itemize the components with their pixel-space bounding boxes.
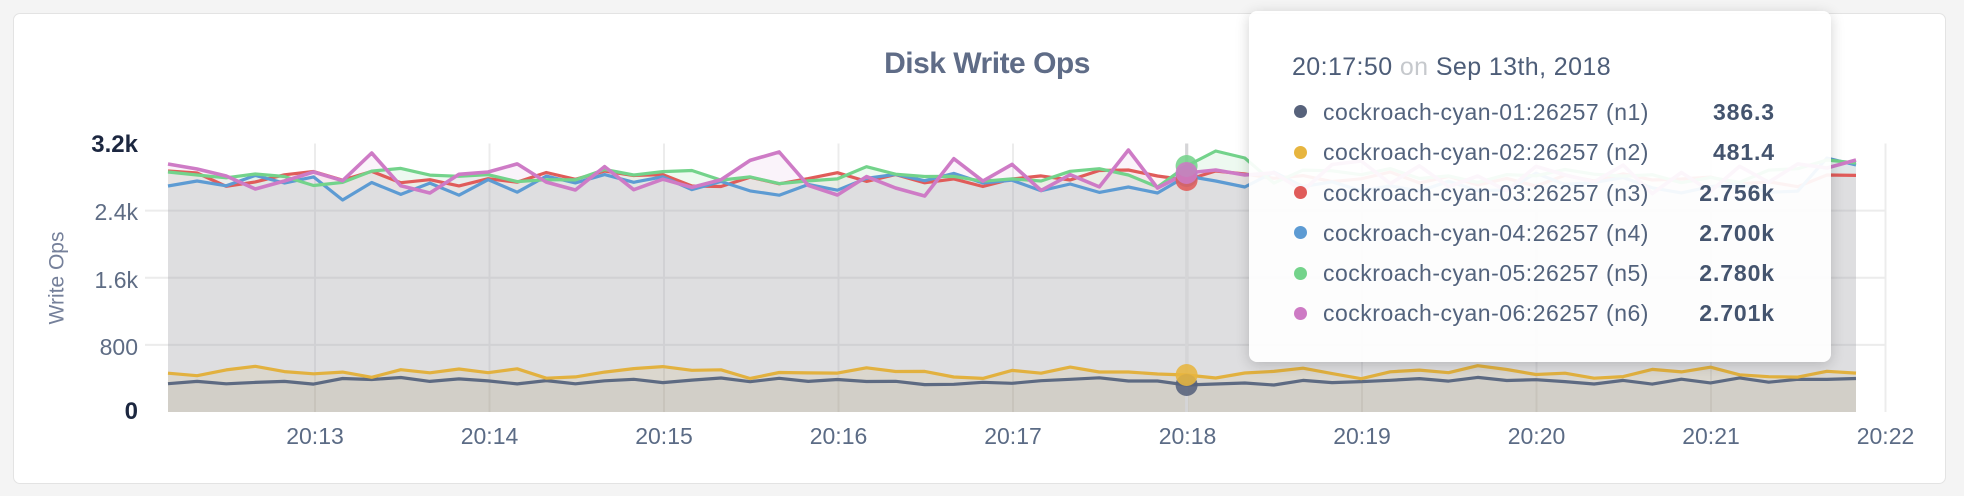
svg-text:800: 800	[100, 334, 138, 360]
svg-text:20:15: 20:15	[635, 423, 693, 449]
svg-text:20:20: 20:20	[1508, 423, 1566, 449]
svg-text:20:14: 20:14	[461, 423, 519, 449]
svg-text:20:18: 20:18	[1159, 423, 1217, 449]
svg-text:20:22: 20:22	[1857, 423, 1915, 449]
svg-text:2.4k: 2.4k	[95, 199, 139, 225]
svg-text:20:21: 20:21	[1682, 423, 1740, 449]
svg-text:0: 0	[125, 398, 138, 425]
svg-text:3.2k: 3.2k	[91, 131, 138, 158]
svg-text:20:17: 20:17	[984, 423, 1042, 449]
svg-text:20:13: 20:13	[286, 423, 344, 449]
svg-text:Write Ops: Write Ops	[46, 232, 69, 325]
svg-text:1.6k: 1.6k	[95, 267, 139, 293]
svg-text:20:19: 20:19	[1333, 423, 1391, 449]
svg-text:20:16: 20:16	[810, 423, 868, 449]
